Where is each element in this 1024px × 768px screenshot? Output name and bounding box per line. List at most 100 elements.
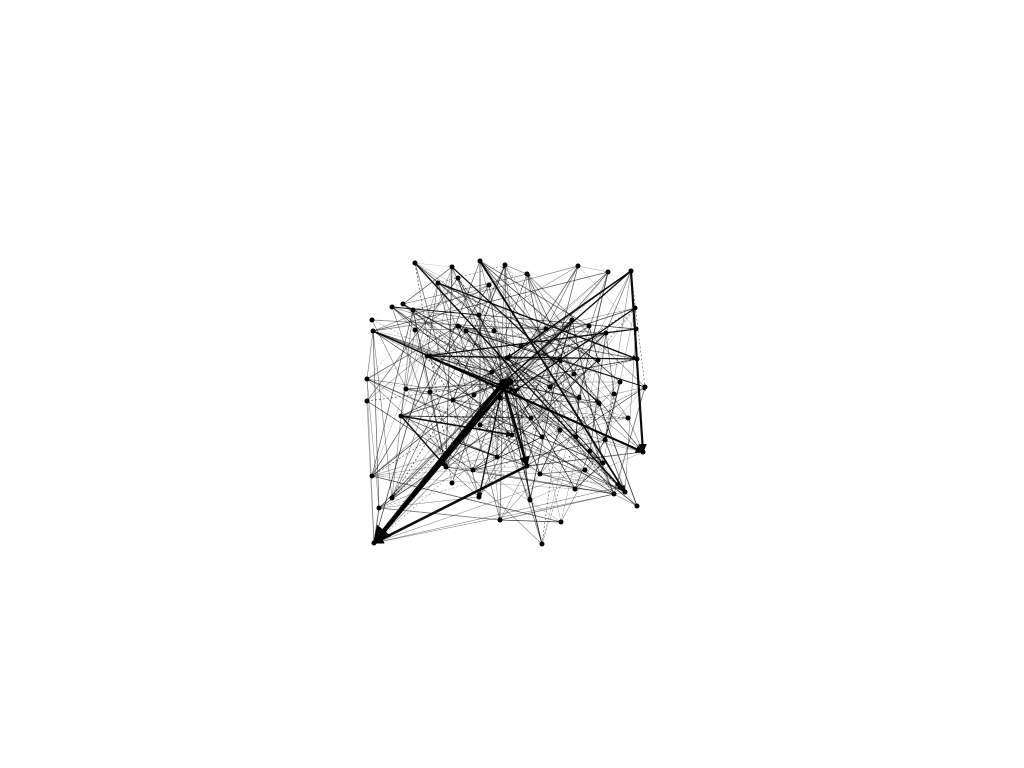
graph-edge — [504, 264, 599, 361]
graph-edge — [366, 378, 532, 419]
graph-edge — [371, 394, 475, 477]
graph-edge — [509, 381, 528, 467]
graph-edge — [402, 266, 453, 305]
graph-edge — [366, 382, 504, 402]
graph-node — [455, 323, 461, 329]
graph-edge — [504, 264, 528, 275]
graph-edge — [575, 436, 644, 453]
graph-node — [476, 494, 482, 500]
graph-edge — [391, 306, 447, 468]
graph-edge — [452, 399, 629, 419]
edges-layer — [366, 260, 647, 545]
graph-edge — [479, 417, 629, 426]
graph-edge — [473, 382, 504, 396]
graph-edge — [451, 266, 600, 404]
graph-edge — [588, 325, 599, 361]
nodes-layer — [364, 258, 648, 547]
graph-edge — [426, 265, 579, 357]
graph-edge — [457, 325, 504, 384]
graph-edge — [634, 307, 638, 360]
graph-edge — [429, 391, 604, 464]
graph-edge — [526, 451, 644, 467]
graph-node — [557, 427, 563, 433]
graph-edge — [405, 266, 453, 390]
graph-edge — [479, 382, 504, 426]
graph-edge — [400, 266, 453, 417]
graph-edge — [478, 319, 573, 498]
graph-edge — [479, 260, 590, 327]
graph-node — [449, 264, 455, 270]
graph-edge — [457, 325, 475, 396]
graph-node — [489, 369, 495, 375]
graph-edge — [455, 441, 626, 493]
graph-edge — [391, 397, 501, 499]
graph-edge — [372, 330, 551, 388]
graph-edge — [526, 273, 547, 330]
graph-edge — [499, 519, 562, 523]
graph-node — [572, 486, 578, 492]
graph-edge — [414, 262, 575, 375]
graph-edge — [455, 382, 504, 443]
graph-node — [617, 484, 623, 490]
graph-edge — [372, 330, 508, 359]
graph-edge — [366, 378, 626, 493]
graph-edge — [457, 277, 615, 395]
graph-edge — [391, 306, 416, 331]
graph-node — [518, 343, 524, 349]
graph-node — [524, 271, 530, 277]
graph-edge — [502, 358, 638, 384]
graph-edge — [414, 262, 453, 268]
graph-node — [443, 464, 449, 470]
graph-node — [595, 357, 601, 363]
graph-edge — [366, 325, 459, 380]
graph-edge — [452, 399, 541, 475]
graph-edge — [391, 309, 414, 499]
graph-edge — [502, 270, 632, 384]
graph-node — [622, 489, 628, 495]
graph-edge — [371, 271, 609, 477]
graph-edge — [426, 355, 493, 373]
graph-edge — [372, 330, 504, 384]
graph-edge — [400, 329, 416, 417]
graph-edge — [426, 355, 513, 436]
graph-node — [573, 434, 579, 440]
graph-edge — [426, 355, 454, 401]
graph-node — [632, 305, 638, 311]
graph-edge — [371, 284, 490, 477]
graph-node — [389, 495, 395, 501]
graph-edge — [366, 378, 543, 545]
graph-edge — [493, 330, 504, 384]
graph-edge — [366, 330, 374, 380]
graph-edge — [560, 359, 599, 523]
graph-edge — [506, 357, 604, 464]
graph-node — [506, 378, 514, 386]
graph-edge — [373, 355, 428, 544]
graph-node — [611, 491, 617, 497]
graph-edge — [541, 397, 580, 545]
graph-edge — [577, 265, 637, 330]
graph-edge — [624, 328, 637, 493]
graph-edge — [402, 303, 511, 383]
graph-node — [389, 304, 395, 310]
graph-edge — [627, 417, 644, 453]
graph-edge — [366, 277, 459, 380]
graph-edge — [577, 271, 609, 399]
graph-node — [512, 388, 518, 394]
graph-edge — [455, 441, 528, 467]
graph-node — [412, 327, 418, 333]
graph-edge — [541, 436, 562, 523]
graph-edge — [437, 264, 506, 284]
graph-edge — [584, 439, 606, 471]
graph-edge — [499, 397, 600, 404]
graph-edge — [405, 388, 431, 393]
graph-node — [455, 275, 461, 281]
graph-node — [543, 326, 549, 332]
graph-edge — [366, 400, 474, 471]
graph-edge — [506, 357, 580, 399]
graph-edge — [371, 402, 600, 477]
graph-node — [634, 503, 640, 509]
graph-node — [539, 541, 545, 547]
graph-edge — [372, 330, 493, 373]
graph-edge — [479, 260, 580, 399]
graph-edge — [452, 328, 547, 401]
